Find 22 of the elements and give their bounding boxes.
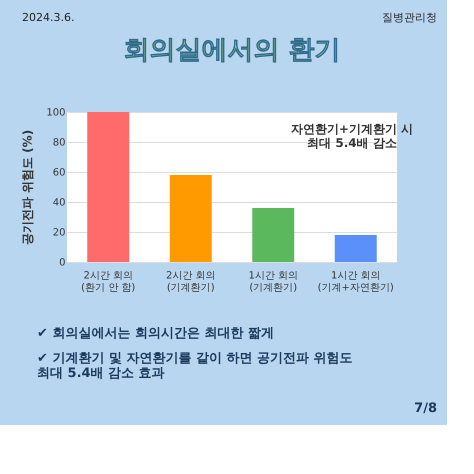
y-axis-title: 공기전파 위험도 (%) <box>20 130 34 246</box>
bar <box>334 235 377 262</box>
y-tick-label: 100 <box>46 108 66 118</box>
annotation: 자연환기+기계환기 시 최대 5.4배 감소 <box>290 122 414 150</box>
text: ✔ 기계환기 및 자연환기를 같이 하면 공기전파 위험도 최대 5.4배 감소 효과 <box>37 351 353 381</box>
y-tick-label: 60 <box>52 168 66 178</box>
chart-title: 회의실에서의 환기 <box>123 35 341 65</box>
text: 질병관리청 <box>382 11 437 24</box>
y-tick-label: 40 <box>52 198 66 208</box>
text: ✔ 회의실에서는 회의시간은 최대한 짧게 <box>37 326 274 341</box>
bar <box>87 112 130 262</box>
x-tick-label: 1시간 회의 (기계환기) <box>248 270 298 294</box>
bar <box>252 208 294 262</box>
y-tick-label: 0 <box>59 258 66 268</box>
y-tick-label: 80 <box>52 138 66 148</box>
bar <box>170 175 212 262</box>
y-tick-label: 20 <box>52 228 66 238</box>
x-tick-label: 2시간 회의 (환기 안 함) <box>81 270 136 294</box>
x-tick-label: 2시간 회의 (기계환기) <box>166 270 216 294</box>
x-tick-label: 1시간 회의 (기계+자연환기) <box>318 270 394 294</box>
text: 7/8 <box>414 401 437 416</box>
text: 2024.3.6. <box>22 11 74 24</box>
